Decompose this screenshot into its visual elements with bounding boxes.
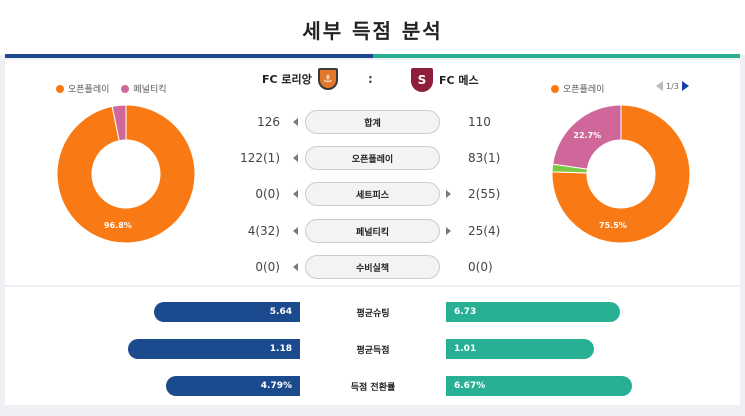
pager: 1/3 [656, 81, 689, 91]
expand-left-icon[interactable] [293, 227, 298, 235]
expand-left-icon[interactable] [293, 190, 298, 198]
donut-slice [552, 105, 690, 243]
home-comparison-bar: 1.18 [128, 339, 300, 359]
next-page-icon[interactable] [681, 81, 689, 91]
stat-label-pill[interactable]: 세트피스 [305, 182, 440, 206]
donut-slice [111, 105, 127, 142]
away-comparison-bar: 1.01 [446, 339, 594, 359]
home-donut-chart: 96.8% [57, 105, 195, 243]
legend-left-open-play: 오픈플레이 [68, 85, 110, 95]
away-team: S FC 메스 [411, 68, 479, 92]
stat-row: 126 합계 110 [0, 110, 745, 134]
comparison-row: 1.18 평균득점 1.01 [0, 339, 745, 359]
comparison-label: 평균슈팅 [356, 309, 390, 319]
expand-left-icon[interactable] [293, 263, 298, 271]
stat-row: 4(32) 페널티킥 25(4) [0, 219, 745, 243]
comparison-row: 5.64 평균슈팅 6.73 [0, 302, 745, 322]
stat-home-value: 122(1) [240, 151, 280, 165]
legend-left-penalty: 페널티킥 [133, 85, 167, 95]
open-play-dot-icon [56, 84, 64, 93]
section-divider [5, 285, 740, 287]
away-team-name: FC 메스 [439, 74, 479, 87]
stat-label-pill[interactable]: 오픈플레이 [305, 146, 440, 170]
home-team-logo-icon: ⚓ [317, 68, 338, 90]
penalty-dot-icon [121, 84, 130, 93]
stat-home-value: 0(0) [255, 187, 280, 201]
away-comparison-bar: 6.73 [446, 302, 620, 322]
stat-home-value: 0(0) [255, 260, 280, 274]
pager-text: 1/3 [666, 81, 679, 91]
stat-home-value: 4(32) [247, 224, 280, 238]
stat-home-value: 126 [257, 115, 280, 129]
donut-slice-label: 75.5% [599, 221, 627, 230]
away-comparison-bar: 6.67% [446, 376, 632, 396]
home-team-name: FC 로리앙 [262, 73, 312, 86]
donut-slice-label: 96.8% [104, 221, 132, 230]
home-comparison-bar: 5.64 [154, 302, 300, 322]
donut-slice [57, 105, 195, 243]
stat-away-value: 83(1) [468, 151, 501, 165]
donut-slice [552, 105, 622, 170]
stat-row: 0(0) 수비실책 0(0) [0, 255, 745, 279]
stat-label-pill[interactable]: 수비실책 [305, 255, 440, 279]
stat-away-value: 110 [468, 115, 491, 129]
page-title: 세부 득점 분석 [302, 19, 443, 43]
comparison-label: 평균득점 [356, 346, 390, 356]
expand-right-icon[interactable] [446, 190, 451, 198]
comparison-row: 4.79% 득점 전환률 6.67% [0, 376, 745, 396]
legend-right-open-play: 오픈플레이 [563, 85, 605, 95]
stat-away-value: 25(4) [468, 224, 501, 238]
legend-right: 오픈플레이 [551, 82, 604, 95]
stat-row: 122(1) 오픈플레이 83(1) [0, 146, 745, 170]
expand-left-icon[interactable] [293, 118, 298, 126]
header: 세부 득점 분석 [0, 0, 745, 55]
stat-away-value: 0(0) [468, 260, 493, 274]
stat-label-pill[interactable]: 페널티킥 [305, 219, 440, 243]
home-accent-bar [5, 54, 373, 58]
donut-slice-label: 22.7% [573, 131, 601, 140]
team-separator: : [368, 72, 373, 86]
stat-label-pill[interactable]: 합계 [305, 110, 440, 134]
comparison-label: 득점 전환률 [350, 383, 396, 393]
away-accent-bar [373, 54, 740, 58]
open-play-dot-icon [551, 84, 559, 93]
expand-left-icon[interactable] [293, 154, 298, 162]
prev-page-icon[interactable] [656, 81, 663, 91]
home-comparison-bar: 4.79% [166, 376, 300, 396]
expand-right-icon[interactable] [446, 227, 451, 235]
away-donut-chart: 75.5% 22.7% [552, 105, 690, 243]
home-team: FC 로리앙 ⚓ [262, 68, 338, 90]
away-team-logo-icon: S [411, 68, 433, 92]
stat-row: 0(0) 세트피스 2(55) [0, 182, 745, 206]
stat-away-value: 2(55) [468, 187, 501, 201]
legend-left: 오픈플레이 페널티킥 [56, 82, 167, 95]
